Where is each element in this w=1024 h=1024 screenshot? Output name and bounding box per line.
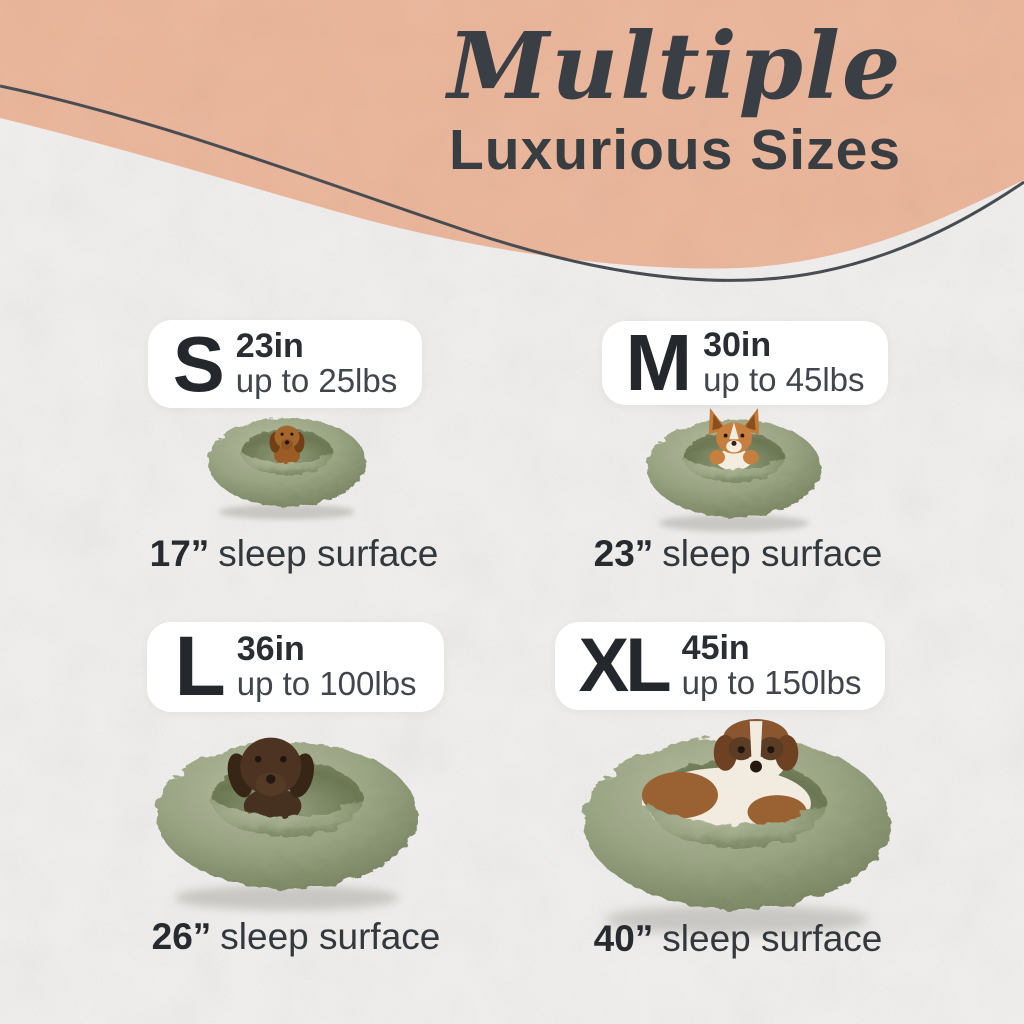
size-card-large: L 36in up to 100lbs [147,622,444,712]
dog-corgi [708,408,760,471]
size-diameter-medium: 30in [703,325,772,364]
size-diameter-large: 36in [236,629,305,668]
size-weight-small: up to 25lbs [235,361,398,399]
bed-shadow [659,514,809,532]
sleep-surface-label: sleep surface [218,533,439,574]
header-title-block: Multiple Luxurious Sizes [415,18,935,183]
size-spec-large: 36in up to 100lbs [237,632,417,702]
size-letter-medium: M [625,318,692,407]
size-letter-xlarge: XL [578,622,672,708]
title-script: Multiple [447,12,903,120]
size-diameter-xlarge: 45in [681,628,750,667]
size-card-medium: M 30in up to 45lbs [602,321,888,405]
sleep-surface-value: 17” [149,533,210,574]
size-spec-xlarge: 45in up to 150lbs [682,631,862,701]
bed-shadow [174,885,400,911]
size-spec-medium: 30in up to 45lbs [703,328,864,398]
size-weight-xlarge: up to 150lbs [681,663,862,701]
sleep-surface-value: 40” [593,918,654,959]
size-letter-large: L [174,619,225,714]
bed-photo-large [156,737,418,911]
size-diameter-small: 23in [235,326,304,365]
bed-photo-medium [647,408,821,532]
bed-photo-xlarge [583,719,891,935]
bed-shadow [219,504,355,520]
sleep-surface-caption-xlarge: 40” sleep surface [594,918,883,960]
sleep-surface-caption-small: 17” sleep surface [150,533,439,575]
size-spec-small: 23in up to 25lbs [236,329,397,399]
size-letter-small: S [172,319,225,408]
sleep-surface-value: 23” [593,533,654,574]
sleep-surface-label: sleep surface [220,916,441,957]
sleep-surface-value: 26” [151,916,212,957]
size-weight-medium: up to 45lbs [703,360,865,398]
sleep-surface-caption-large: 26” sleep surface [152,916,441,958]
sleep-surface-label: sleep surface [662,918,883,959]
size-weight-large: up to 100lbs [236,664,417,702]
size-card-xlarge: XL 45in up to 150lbs [555,622,885,710]
bed-photo-small [208,417,366,520]
sleep-surface-caption-medium: 23” sleep surface [594,533,883,575]
title-subtitle: Luxurious Sizes [448,117,902,182]
sleep-surface-label: sleep surface [662,533,883,574]
size-card-small: S 23in up to 25lbs [148,320,422,408]
